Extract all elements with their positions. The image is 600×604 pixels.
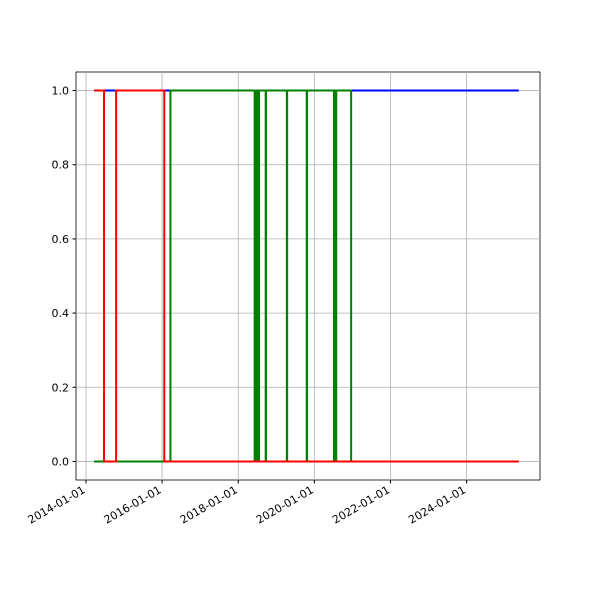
y-tick-label: 0.8: [52, 159, 70, 172]
x-tick-label: 2024-01-01: [406, 483, 468, 526]
data-line: [94, 89, 519, 463]
y-tick-label: 1.0: [52, 85, 70, 98]
y-tick-label: 0.0: [52, 455, 70, 468]
y-tick-label: 0.4: [52, 307, 70, 320]
x-tick-label: 2018-01-01: [178, 483, 240, 526]
x-tick-label: 2020-01-01: [254, 483, 316, 526]
x-tick-label: 2016-01-01: [102, 483, 164, 526]
plot-frame: [75, 71, 541, 481]
y-tick-label: 0.6: [52, 233, 70, 246]
x-tick-label: 2022-01-01: [330, 483, 392, 526]
data-line: [94, 89, 519, 463]
x-tick-label: 2014-01-01: [26, 483, 88, 526]
y-tick-label: 0.2: [52, 381, 70, 394]
